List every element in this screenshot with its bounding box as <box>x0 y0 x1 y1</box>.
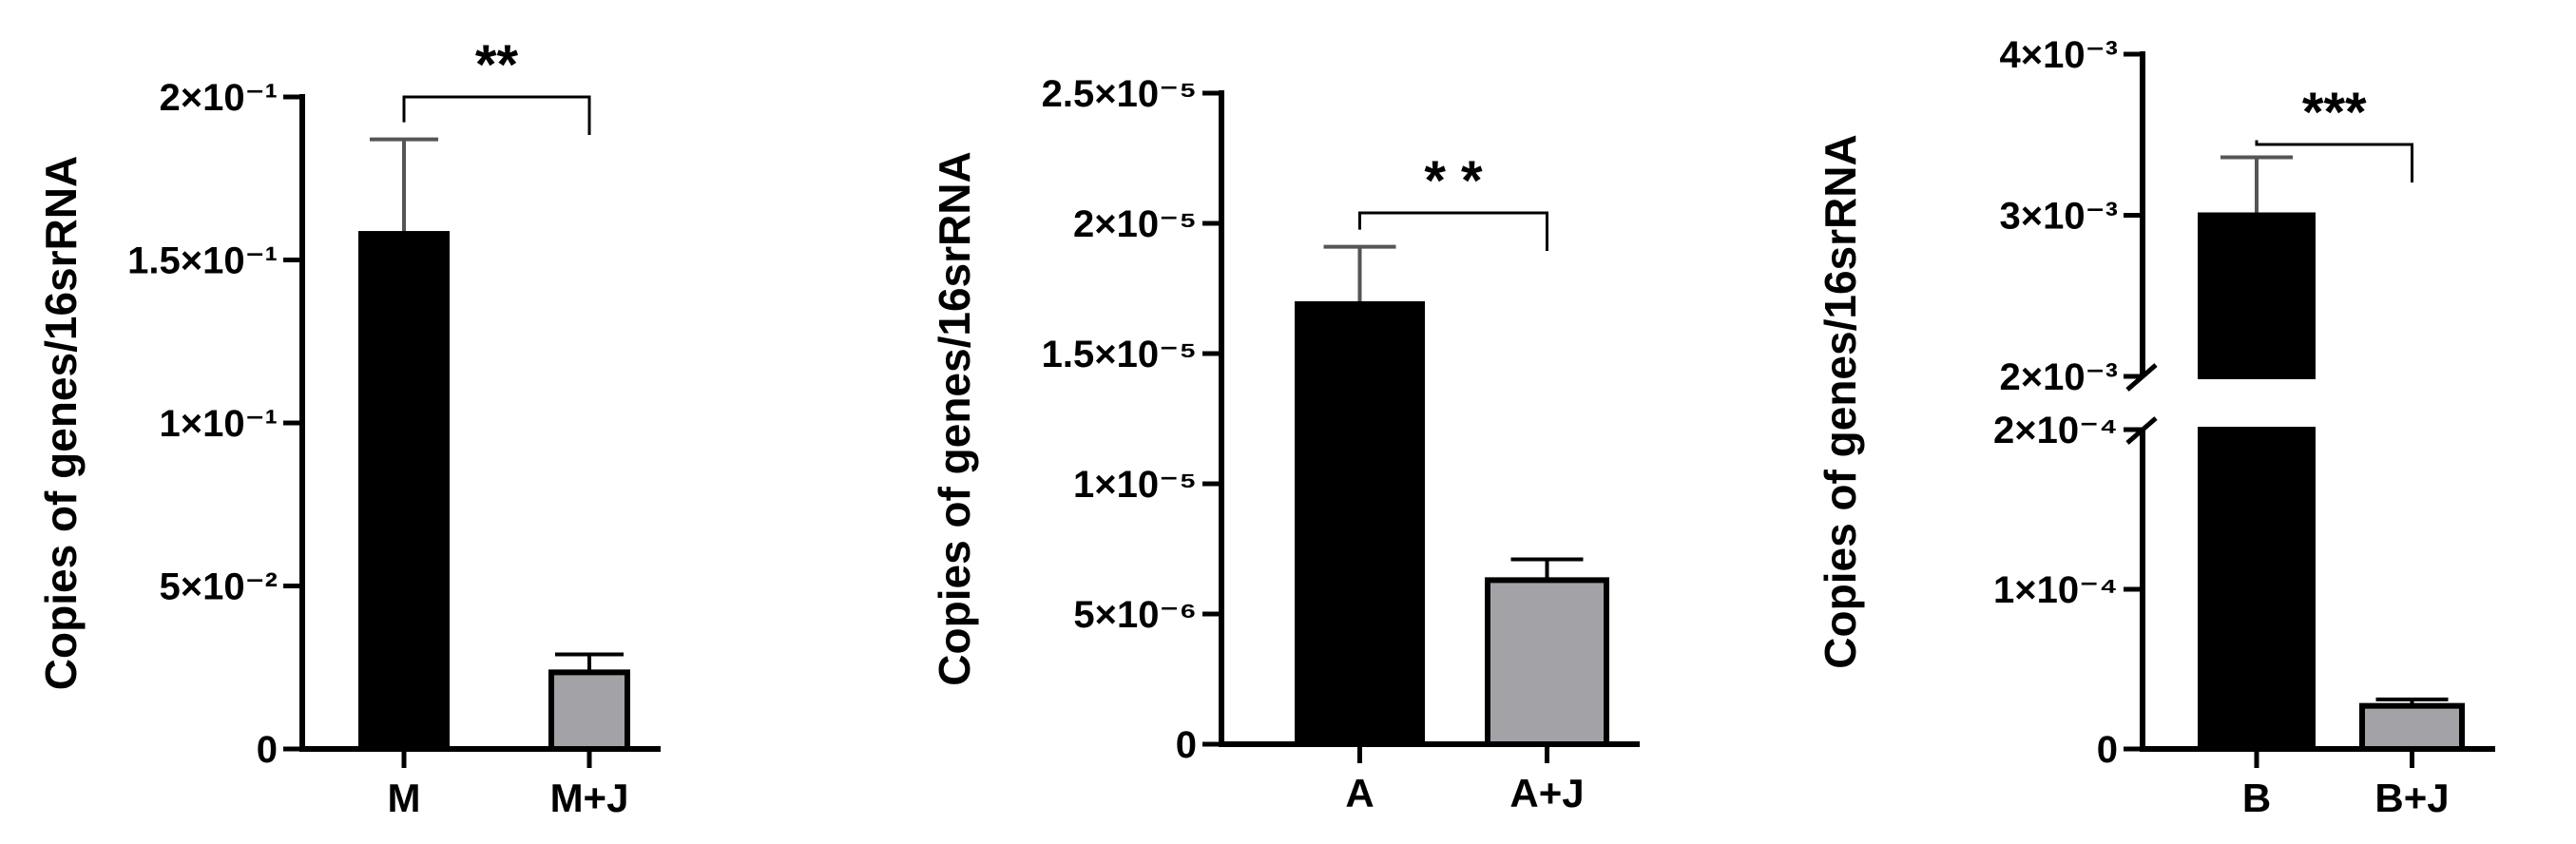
y-tick-label: 3×10⁻³ <box>1999 196 2118 238</box>
significance-stars: *** <box>2302 82 2367 144</box>
y-tick-label: 5×10⁻² <box>159 566 278 608</box>
y-tick-label: 2×10⁻⁵ <box>1073 203 1197 245</box>
x-tick-label: A+J <box>1509 771 1584 815</box>
y-tick-label: 1.5×10⁻⁵ <box>1042 334 1197 375</box>
y-tick-label: 1×10⁻⁴ <box>1993 569 2118 611</box>
x-tick-label: M+J <box>550 776 629 820</box>
y-tick-label: 2×10⁻⁴ <box>1993 410 2118 451</box>
x-tick-label: B <box>2242 776 2271 820</box>
significance-bracket <box>402 95 591 135</box>
y-tick-label: 1×10⁻¹ <box>159 403 278 445</box>
y-tick-label: 4×10⁻³ <box>1999 34 2118 76</box>
y-tick-label: 0 <box>1176 724 1197 766</box>
significance-bracket <box>2255 140 2413 182</box>
y-tick-label: 2.5×10⁻⁵ <box>1042 73 1197 115</box>
bar-B-upper <box>2198 212 2316 379</box>
y-tick-label: 2×10⁻¹ <box>159 77 278 119</box>
significance-bracket <box>1358 211 1548 251</box>
x-tick-label: M <box>388 776 421 820</box>
chart-panel-b: 0 1×10⁻⁴ 2×10⁻⁴ 2×10⁻³ 3×10⁻³ 4×10⁻³ B B+J *** Co… <box>1816 34 2495 820</box>
y-tick-label: 0 <box>257 729 278 771</box>
significance-stars: * * <box>1424 150 1483 212</box>
y-axis-label: Copies of genes/16srRNA <box>1816 134 1865 668</box>
chart-panel-m: 0 5×10⁻² 1×10⁻¹ 1.5×10⁻¹ 2×10⁻¹ M M+J ** Copies … <box>36 34 661 820</box>
y-tick-label: 5×10⁻⁶ <box>1073 594 1197 636</box>
bar-M <box>358 231 450 752</box>
x-tick-label: A <box>1345 771 1374 815</box>
x-tick-label: B+J <box>2374 776 2449 820</box>
y-axis-label: Copies of genes/16srRNA <box>930 151 979 685</box>
bar-A <box>1295 300 1425 747</box>
y-tick-label: 1.5×10⁻¹ <box>127 240 278 282</box>
bar-B-lower <box>2198 427 2316 752</box>
bar-A+J <box>1485 577 1609 747</box>
y-tick-label: 1×10⁻⁵ <box>1073 464 1197 506</box>
bar-B+J <box>2359 702 2465 753</box>
bar-M+J <box>548 669 630 753</box>
y-tick-label: 2×10⁻³ <box>1999 356 2118 398</box>
significance-stars: ** <box>475 34 519 96</box>
y-tick-label: 0 <box>2097 729 2118 771</box>
y-axis-label: Copies of genes/16srRNA <box>36 156 86 690</box>
chart-panel-a: 0 5×10⁻⁶ 1×10⁻⁵ 1.5×10⁻⁵ 2×10⁻⁵ 2.5×10⁻⁵ A A+J *… <box>930 73 1640 815</box>
